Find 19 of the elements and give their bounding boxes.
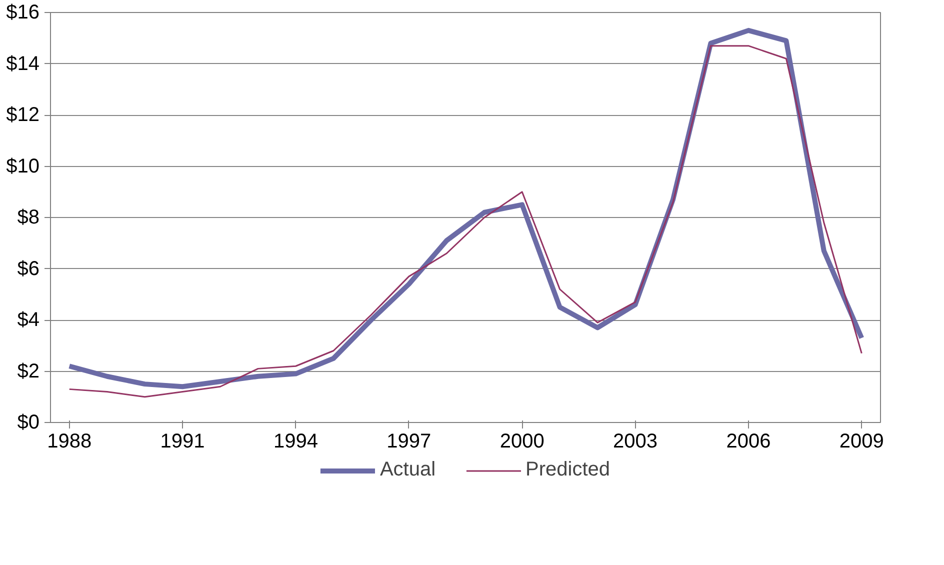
y-tick-label: $16 [6, 2, 40, 24]
x-tick-label: 1991 [160, 430, 205, 452]
x-tick-label: 1988 [47, 430, 92, 452]
x-tick-label: 1997 [386, 430, 432, 452]
legend-label: Predicted [526, 458, 610, 482]
y-tick-label: $14 [6, 52, 40, 75]
y-tick-label: $6 [17, 258, 40, 280]
x-tick-label: 1994 [273, 430, 318, 452]
legend-label: Actual [380, 458, 436, 482]
x-tick-label: 2009 [839, 430, 884, 452]
y-tick-label: $0 [17, 412, 40, 434]
y-tick-label: $10 [6, 155, 40, 178]
x-tick-label: 2000 [500, 430, 544, 452]
x-tick-label: 2003 [613, 430, 658, 452]
y-tick-label: $12 [6, 104, 40, 126]
y-tick-label: $8 [17, 206, 40, 228]
y-tick-label: $4 [17, 309, 40, 331]
x-tick-label: 2006 [726, 430, 771, 452]
y-tick-label: $2 [17, 360, 40, 382]
